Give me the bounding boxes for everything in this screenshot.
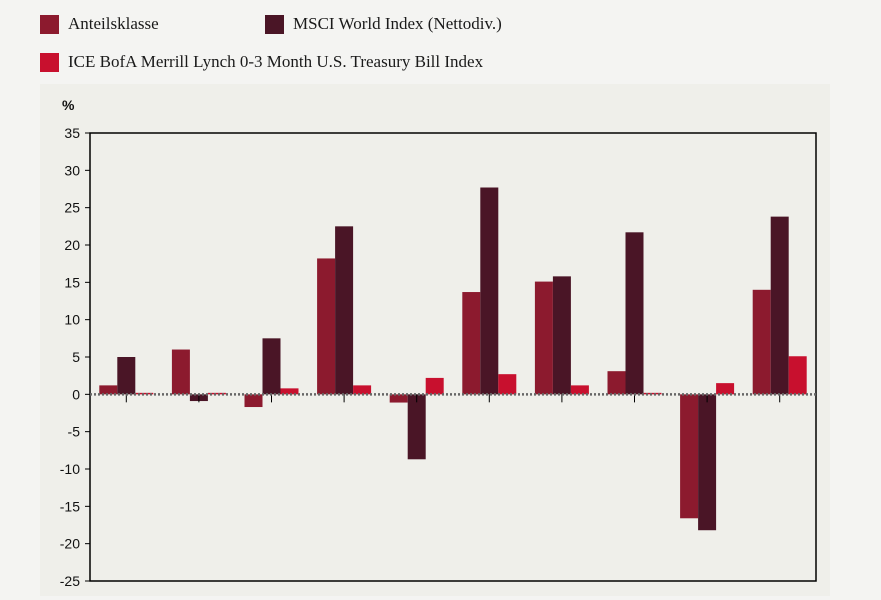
bar: [625, 232, 644, 395]
bar: [462, 292, 481, 395]
bar: [244, 394, 263, 408]
y-tick-label: 5: [72, 349, 80, 365]
bar: [480, 187, 499, 395]
legend-swatch-treasury-bill: [40, 52, 59, 72]
bar: [607, 371, 626, 395]
bar: [171, 349, 190, 395]
legend-item-msci-world: MSCI World Index (Nettodiv.): [265, 14, 502, 34]
bar: [752, 289, 771, 395]
bar: [335, 226, 354, 395]
bar: [698, 394, 717, 531]
y-tick-label: -5: [68, 424, 81, 440]
y-tick-label: -10: [60, 461, 80, 477]
bar: [280, 388, 299, 395]
bar: [788, 356, 807, 395]
bar: [407, 394, 426, 460]
y-tick-label: 20: [64, 237, 80, 253]
bar: [389, 394, 408, 403]
bar: [135, 392, 154, 395]
bar: [680, 394, 699, 519]
y-axis-unit-label: %: [62, 97, 75, 113]
bar: [425, 377, 444, 395]
y-tick-label: -25: [60, 573, 80, 589]
legend-swatch-share-class: [40, 14, 59, 34]
bar: [498, 374, 517, 395]
y-tick-label: 30: [64, 162, 80, 178]
legend-label-share-class: Anteilsklasse: [68, 14, 159, 33]
chart-legend: Anteilsklasse MSCI World Index (Nettodiv…: [0, 0, 881, 80]
y-tick-label: -20: [60, 536, 80, 552]
y-tick-label: 15: [64, 274, 80, 290]
y-tick-label: 35: [64, 125, 80, 141]
bar: [534, 281, 553, 395]
y-tick-label: 0: [72, 386, 80, 402]
bar: [716, 383, 735, 395]
bar: [570, 385, 589, 395]
y-tick-label: 10: [64, 312, 80, 328]
legend-label-msci-world: MSCI World Index (Nettodiv.): [293, 14, 502, 33]
legend-label-treasury-bill: ICE BofA Merrill Lynch 0-3 Month U.S. Tr…: [68, 52, 484, 71]
bar: [317, 258, 336, 395]
bar: [117, 357, 136, 395]
bar: [770, 216, 789, 395]
bar: [643, 392, 662, 395]
bar: [207, 392, 226, 395]
legend-item-treasury-bill: ICE BofA Merrill Lynch 0-3 Month U.S. Tr…: [40, 52, 483, 72]
y-tick-label: 25: [64, 200, 80, 216]
bar: [552, 276, 571, 395]
y-tick-label: -15: [60, 498, 80, 514]
bar: [353, 385, 372, 395]
bar: [99, 385, 118, 395]
bar: [262, 338, 281, 395]
legend-swatch-msci-world: [265, 14, 284, 34]
legend-item-share-class: Anteilsklasse: [40, 14, 159, 34]
